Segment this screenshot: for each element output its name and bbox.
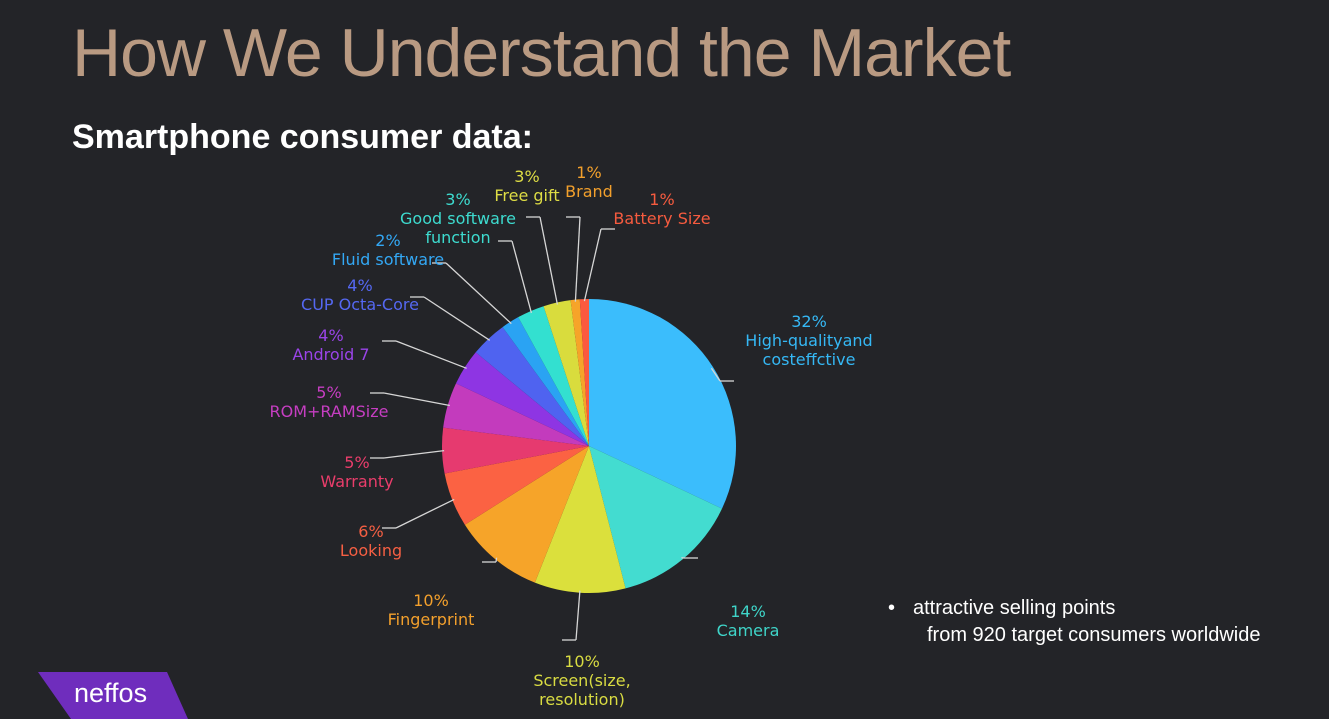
leader-line [383, 392, 450, 407]
slice-percent-label: 1% [576, 163, 601, 182]
slice-percent-label: 3% [445, 190, 470, 209]
leader-lines [370, 216, 734, 641]
leader-line [511, 240, 533, 314]
slice-category-label: CUP Octa-Core [301, 295, 419, 314]
slice-category-label: Screen(size, [533, 671, 630, 690]
leader-line [539, 216, 559, 305]
pie-slice [455, 352, 589, 446]
neffos-logo: neffos [38, 672, 188, 719]
bullet-text-line2: from 920 target consumers worldwide [927, 624, 1261, 646]
slice-category-label: resolution) [539, 690, 625, 709]
slice-category-label: Battery Size [613, 209, 710, 228]
slice-percent-label: 6% [358, 522, 383, 541]
slice-percent-label: 1% [649, 190, 674, 209]
leader-line [495, 557, 498, 563]
slice-percent-label: 32% [791, 312, 827, 331]
pie-slice [589, 446, 723, 589]
slice-category-label: costeffctive [763, 350, 856, 369]
pie-slice [444, 446, 589, 525]
slice-category-label: Good software [400, 209, 516, 228]
leader-line [395, 340, 467, 369]
slice-category-label: Camera [717, 621, 780, 640]
slice-category-label: High-qualityand [745, 331, 872, 350]
slice-category-label: function [425, 228, 490, 247]
slice-percent-label: 10% [564, 652, 600, 671]
pie-slice [475, 327, 589, 446]
slice-category-label: ROM+RAMSize [270, 402, 389, 421]
pie-slice [441, 427, 589, 474]
pie-slice [502, 317, 589, 446]
leader-line [575, 590, 581, 641]
pie-slice [570, 299, 589, 446]
pie-slice [589, 299, 737, 509]
slice-category-label: Free gift [494, 186, 559, 205]
slice-category-label: Brand [565, 182, 613, 201]
slice-percent-label: 3% [514, 167, 539, 186]
slice-percent-label: 5% [316, 383, 341, 402]
pie-slice [543, 300, 589, 446]
slice-percent-label: 10% [413, 591, 449, 610]
slice-category-label: Looking [340, 541, 402, 560]
bullet-text-line1: attractive selling points [913, 597, 1116, 619]
slice-percent-label: 2% [375, 231, 400, 250]
leader-line [395, 498, 455, 529]
pie-slices [441, 299, 737, 593]
leader-line [423, 296, 491, 341]
slice-category-label: Warranty [320, 472, 393, 491]
slide-title: How We Understand the Market [72, 15, 1011, 91]
slide-subtitle: Smartphone consumer data: [72, 118, 533, 156]
pie-slice [534, 446, 626, 593]
slice-percent-label: 5% [344, 453, 369, 472]
slice-percent-label: 4% [318, 326, 343, 345]
slice-category-label: Fluid software [332, 250, 444, 269]
pie-slice [518, 306, 589, 446]
leader-line [574, 216, 581, 302]
slice-category-label: Fingerprint [388, 610, 475, 629]
pie-slice [443, 383, 589, 446]
leader-line [710, 367, 721, 382]
bullet-icon: • [888, 597, 896, 619]
slice-percent-label: 4% [347, 276, 372, 295]
leader-line [583, 228, 602, 302]
leader-line [445, 262, 512, 325]
slice-category-label: Android 7 [292, 345, 369, 364]
pie-slice [464, 446, 589, 583]
leader-line [383, 449, 445, 459]
slice-percent-label: 14% [730, 602, 766, 621]
logo-text: neffos [74, 678, 148, 708]
pie-slice [579, 299, 589, 446]
selling-points-note: • attractive selling points from 920 targ… [888, 595, 1260, 649]
